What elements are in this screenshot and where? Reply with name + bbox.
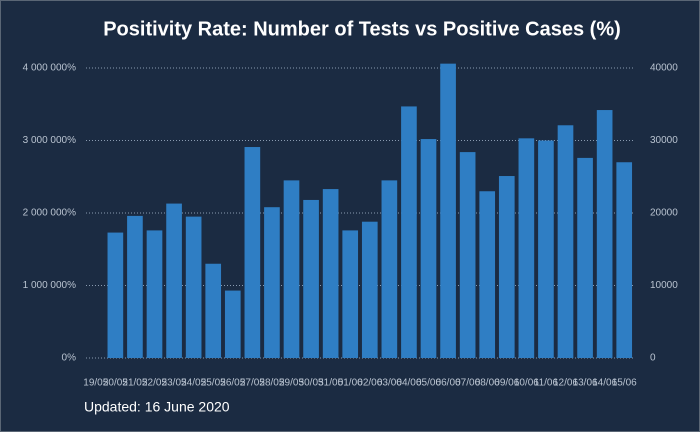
x-tick-label: 19/05 xyxy=(83,378,108,389)
bar xyxy=(361,221,378,358)
x-tick-label: 14/06 xyxy=(592,378,617,389)
bar xyxy=(166,203,182,358)
bar xyxy=(381,180,398,358)
bar xyxy=(479,191,496,358)
y-tick-label: 4 000 000% xyxy=(23,63,76,74)
x-tick-label: 20/05 xyxy=(103,378,128,389)
x-tick-label: 10/06 xyxy=(514,378,539,389)
x-tick-label: 04/06 xyxy=(396,378,421,389)
y2-tick-label: 40000 xyxy=(650,63,678,74)
x-tick-label: 02/06 xyxy=(357,378,382,389)
x-tick-label: 09/06 xyxy=(494,378,519,389)
bar xyxy=(538,140,554,358)
chart-title: Positivity Rate: Number of Tests vs Posi… xyxy=(103,18,621,40)
footnote: Updated: 16 June 2020 xyxy=(84,399,230,415)
bar xyxy=(440,63,456,359)
y-tick-label: 0% xyxy=(62,353,77,364)
x-tick-label: 06/06 xyxy=(436,378,461,389)
x-tick-label: 21/05 xyxy=(122,378,147,389)
y-tick-label: 1 000 000% xyxy=(23,280,76,291)
bar xyxy=(185,216,202,358)
x-tick-label: 22/05 xyxy=(142,378,167,389)
x-tick-label: 24/05 xyxy=(181,378,206,389)
bar xyxy=(577,157,593,358)
bar xyxy=(127,215,143,358)
bar xyxy=(420,139,437,358)
x-tick-label: 23/05 xyxy=(162,378,187,389)
bar xyxy=(205,263,222,358)
bar xyxy=(342,230,359,358)
bar xyxy=(283,180,300,358)
x-tick-label: 03/06 xyxy=(377,378,402,389)
bar xyxy=(224,290,241,358)
x-tick-label: 30/05 xyxy=(299,378,324,389)
bar xyxy=(518,138,535,358)
x-tick-label: 07/06 xyxy=(455,378,480,389)
bar xyxy=(616,162,633,358)
bar xyxy=(322,189,339,358)
y2-tick-label: 10000 xyxy=(650,280,678,291)
bar xyxy=(303,199,319,358)
bar xyxy=(264,207,280,358)
x-tick-label: 08/06 xyxy=(475,378,500,389)
x-tick-label: 13/06 xyxy=(573,378,598,389)
x-tick-label: 01/06 xyxy=(338,378,363,389)
y-tick-label: 3 000 000% xyxy=(23,135,76,146)
x-tick-label: 27/05 xyxy=(240,378,265,389)
y-tick-label: 2 000 000% xyxy=(23,208,76,219)
bar xyxy=(557,125,574,359)
bar xyxy=(498,176,515,358)
y2-tick-label: 20000 xyxy=(650,208,678,219)
x-tick-label: 25/05 xyxy=(201,378,226,389)
x-tick-label: 31/05 xyxy=(318,378,343,389)
bar xyxy=(107,232,124,358)
x-tick-label: 29/05 xyxy=(279,378,304,389)
bar xyxy=(244,147,261,358)
y2-tick-label: 30000 xyxy=(650,135,678,146)
x-tick-label: 05/06 xyxy=(416,378,441,389)
x-tick-label: 11/06 xyxy=(534,378,559,389)
bar xyxy=(459,152,476,358)
bar xyxy=(401,106,417,358)
x-tick-label: 12/06 xyxy=(553,378,578,389)
bar xyxy=(146,230,163,358)
bar xyxy=(596,110,613,358)
x-tick-label: 15/06 xyxy=(612,378,637,389)
y2-tick-label: 0 xyxy=(650,353,656,364)
x-tick-label: 28/05 xyxy=(259,378,284,389)
x-tick-label: 26/05 xyxy=(220,378,245,389)
